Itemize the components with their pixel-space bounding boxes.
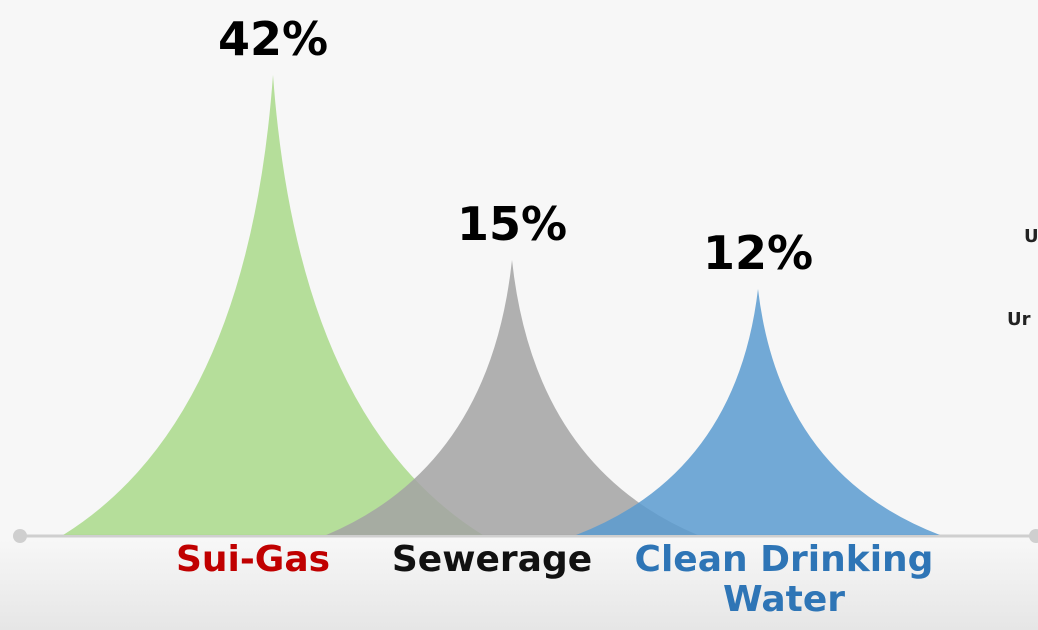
category-label: Sui-Gas (175, 539, 331, 580)
annotation: Ur (1007, 309, 1031, 330)
peak (63, 74, 483, 536)
baseline-dot (13, 529, 27, 543)
baseline-dot (1029, 529, 1038, 543)
peak (326, 260, 698, 535)
category-label: Sewerage (391, 539, 593, 580)
annotation: U (1024, 226, 1038, 247)
value-label: 12% (703, 226, 813, 280)
category-label: Clean Drinking Water (634, 539, 934, 620)
value-label: 42% (218, 12, 328, 66)
value-label: 15% (457, 197, 567, 251)
peak (576, 289, 940, 535)
